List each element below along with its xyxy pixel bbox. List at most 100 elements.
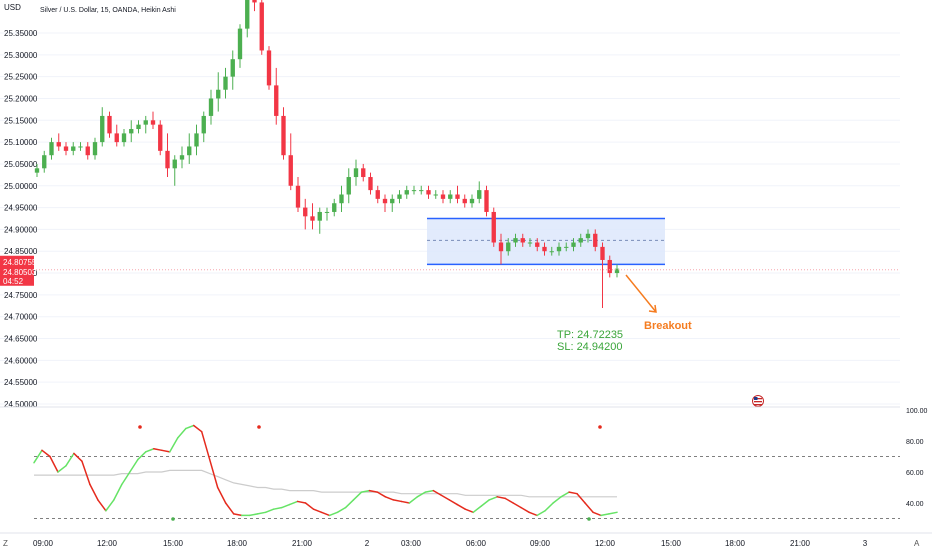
candle-body: [339, 194, 344, 204]
oscillator-segment: [600, 513, 610, 517]
candle: [556, 242, 562, 256]
oscillator-segment: [400, 500, 411, 504]
candle: [310, 203, 315, 230]
candle: [100, 107, 105, 147]
currency-label: USD: [4, 3, 21, 12]
candle: [535, 238, 540, 252]
candle-body: [85, 146, 90, 156]
oscillator-segment: [200, 430, 211, 461]
candle: [158, 120, 163, 156]
candle-body: [266, 50, 272, 86]
candle: [34, 163, 40, 178]
oscillator-ma-line: [34, 469, 617, 498]
candle-body: [34, 168, 40, 173]
candle-body: [353, 168, 359, 178]
oscillator-segment: [97, 499, 107, 512]
consolidation-range-box[interactable]: [427, 217, 665, 266]
candle-body: [346, 177, 351, 195]
candle-body: [223, 76, 228, 90]
candle: [281, 107, 286, 160]
oscillator-segment: [129, 458, 139, 473]
candle: [433, 190, 438, 199]
range-box-fill: [427, 218, 665, 265]
candle-body: [419, 190, 424, 192]
candle-body: [368, 177, 373, 191]
oscillator-segment: [416, 491, 427, 498]
candle-body: [201, 115, 206, 134]
candle: [150, 111, 156, 130]
candle: [245, 0, 250, 38]
candle: [187, 133, 192, 164]
oscillator-tick-label: 100.00: [906, 408, 928, 415]
candle-body: [165, 150, 170, 169]
oscillator-series: [33, 424, 618, 521]
candle: [542, 242, 547, 256]
candle: [469, 194, 475, 208]
candle: [259, 0, 264, 55]
candle: [194, 124, 199, 156]
oscillator-segment: [89, 483, 99, 501]
us-flag-icon[interactable]: [752, 395, 764, 407]
oscillator-segment: [49, 455, 59, 473]
candle: [63, 142, 69, 156]
candle-body: [56, 142, 61, 147]
candle-body: [513, 238, 518, 243]
candle-body: [578, 238, 583, 243]
candle: [368, 172, 373, 195]
oscillator-signal-dot: [171, 517, 175, 521]
candle: [274, 67, 279, 125]
candle: [332, 198, 337, 217]
oscillator-segment: [65, 452, 75, 467]
oscillator-segment: [544, 502, 554, 512]
candle-body: [259, 2, 264, 51]
bar-countdown-label: 04:52: [3, 277, 24, 286]
candle: [208, 89, 214, 125]
candle-body: [448, 194, 453, 199]
oscillator-segment: [328, 511, 339, 517]
oscillator-segment: [552, 496, 562, 504]
candle-body: [375, 190, 380, 199]
time-tick-label: 09:00: [33, 539, 54, 548]
oscillator-segment: [512, 502, 522, 509]
oscillator-segment: [456, 503, 467, 510]
candle-body: [92, 142, 98, 156]
candle-body: [136, 124, 141, 130]
time-tick-label: 12:00: [97, 539, 118, 548]
oscillator-tick-label: 60.00: [906, 470, 924, 477]
oscillator-segment: [264, 508, 275, 514]
candle-body: [121, 133, 127, 143]
oscillator-segment: [57, 465, 67, 473]
oscillator-segment: [312, 508, 323, 514]
candle-body: [549, 251, 554, 253]
candle-body: [158, 124, 163, 151]
candle: [382, 194, 388, 212]
auto-scale-toggle[interactable]: A: [914, 539, 920, 548]
candle-body: [274, 85, 279, 116]
oscillator-segment: [408, 496, 419, 504]
candle-body: [78, 146, 83, 148]
candle-body: [230, 59, 235, 77]
oscillator-segment: [288, 500, 299, 506]
oscillator-segment: [360, 489, 371, 493]
timezone-toggle[interactable]: Z: [3, 539, 8, 548]
oscillator-segment: [41, 449, 51, 458]
time-tick-label: 09:00: [530, 539, 551, 548]
candle: [419, 185, 424, 195]
oscillator-segment: [384, 496, 395, 501]
oscillator-segment: [344, 499, 355, 509]
candle: [375, 185, 380, 204]
last-price-label: 24.80755: [3, 258, 37, 267]
time-tick-label: 18:00: [227, 539, 248, 548]
candle-body: [71, 146, 76, 151]
oscillator-segment: [488, 496, 498, 501]
candle: [165, 133, 170, 178]
oscillator-segment: [161, 449, 171, 453]
candle: [216, 72, 221, 112]
candle-body: [187, 146, 192, 156]
time-axis[interactable]: 09:00 12:00 15:00 18:00 21:00 2 03:00 06:00 09:0…: [33, 539, 868, 548]
oscillator-segment: [208, 458, 219, 489]
price-gridlines: [0, 32, 900, 405]
oscillator-segment: [608, 511, 618, 515]
candle-body: [411, 190, 417, 192]
